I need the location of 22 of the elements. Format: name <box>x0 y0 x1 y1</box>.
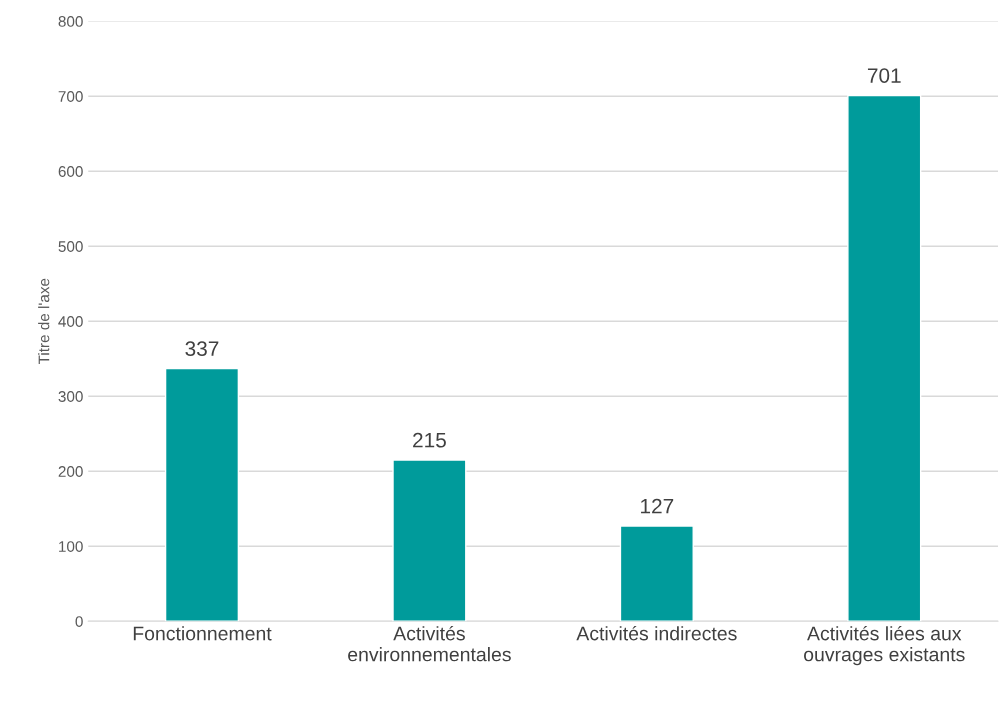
y-tick-label: 400 <box>58 316 83 327</box>
y-tick-label: 600 <box>58 166 83 177</box>
bar <box>164 367 240 622</box>
data-label: 337 <box>185 341 219 357</box>
x-tick-label: Fonctionnement <box>133 626 272 641</box>
y-tick-label: 800 <box>58 16 83 27</box>
y-tick-label: 0 <box>75 616 83 627</box>
data-label: 127 <box>641 498 674 514</box>
data-label: 701 <box>867 68 901 83</box>
bar <box>847 94 922 622</box>
bar <box>392 459 467 622</box>
y-tick-label: 100 <box>59 541 83 552</box>
y-tick-label: 300 <box>58 391 83 402</box>
y-tick-label: 500 <box>58 241 83 252</box>
x-tick-label: Activités liées aux ouvrages existants <box>804 625 965 666</box>
y-tick-label: 200 <box>58 466 83 477</box>
x-tick-label: Activités environnementales <box>348 625 511 662</box>
data-label: 215 <box>413 432 446 448</box>
x-tick-label: Activités indirectes <box>576 625 737 641</box>
bar <box>619 525 694 622</box>
y-axis-title: Titre de l'axe <box>38 278 50 365</box>
y-tick-label: 700 <box>58 91 83 102</box>
